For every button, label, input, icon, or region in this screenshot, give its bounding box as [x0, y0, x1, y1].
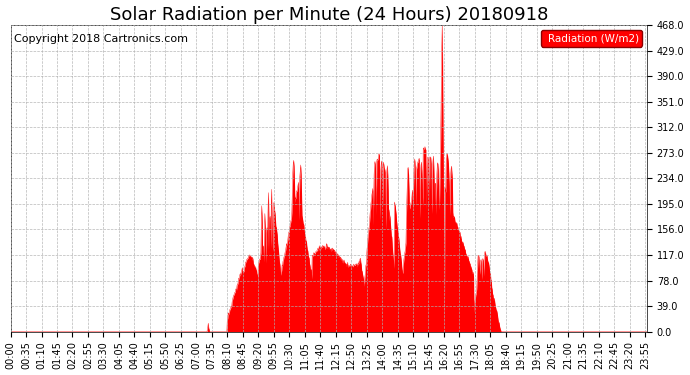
Legend: Radiation (W/m2): Radiation (W/m2)	[541, 30, 642, 46]
Title: Solar Radiation per Minute (24 Hours) 20180918: Solar Radiation per Minute (24 Hours) 20…	[110, 6, 548, 24]
Text: Copyright 2018 Cartronics.com: Copyright 2018 Cartronics.com	[14, 34, 188, 44]
